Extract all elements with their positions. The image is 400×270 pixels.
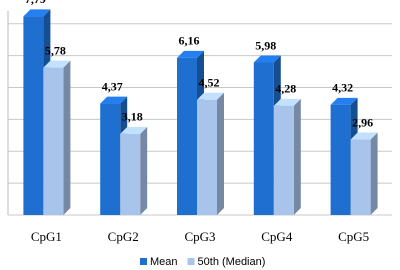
bar-top	[273, 98, 301, 106]
value-label: 3,18	[122, 110, 143, 124]
bar	[197, 99, 217, 215]
bar-top	[100, 96, 128, 104]
value-label: 7,79	[25, 0, 46, 6]
x-tick-label: CpG2	[108, 229, 139, 244]
bar-top	[23, 9, 51, 17]
bar	[350, 139, 371, 215]
x-tick-label: CpG4	[261, 229, 293, 244]
value-label: 4,32	[332, 81, 353, 95]
legend-swatch	[140, 258, 147, 265]
bar-top	[43, 60, 71, 68]
value-label: 5,98	[255, 38, 276, 52]
legend-label: 50th (Median)	[198, 256, 266, 268]
bar	[120, 133, 141, 215]
value-label: 4,28	[275, 82, 296, 96]
value-label: 4,37	[102, 79, 123, 93]
value-label: 4,52	[199, 75, 220, 89]
x-tick-label: CpG5	[338, 229, 369, 244]
value-label: 5,78	[45, 43, 66, 57]
bar	[43, 67, 64, 215]
bar-side	[217, 92, 224, 215]
x-tick-label: CpG3	[184, 229, 215, 244]
legend-swatch	[187, 258, 195, 265]
bar	[330, 104, 351, 215]
bar-side	[293, 98, 301, 215]
bar-top	[253, 55, 281, 63]
value-label: 2,96	[352, 115, 373, 129]
bar-side	[63, 60, 71, 215]
x-tick-label: CpG1	[31, 229, 62, 244]
value-label: 6,16	[179, 34, 200, 48]
bar-top	[330, 97, 358, 105]
bar-top	[197, 92, 224, 100]
bar	[100, 103, 121, 215]
legend-label: Mean	[150, 256, 178, 268]
bar-side	[370, 132, 378, 215]
bar-top	[350, 132, 378, 140]
bar-side	[140, 126, 148, 215]
bar	[273, 105, 294, 215]
bar-top	[177, 50, 204, 58]
bar-top	[120, 126, 148, 134]
bar	[253, 62, 274, 216]
bar	[23, 16, 44, 216]
bar	[177, 57, 197, 215]
